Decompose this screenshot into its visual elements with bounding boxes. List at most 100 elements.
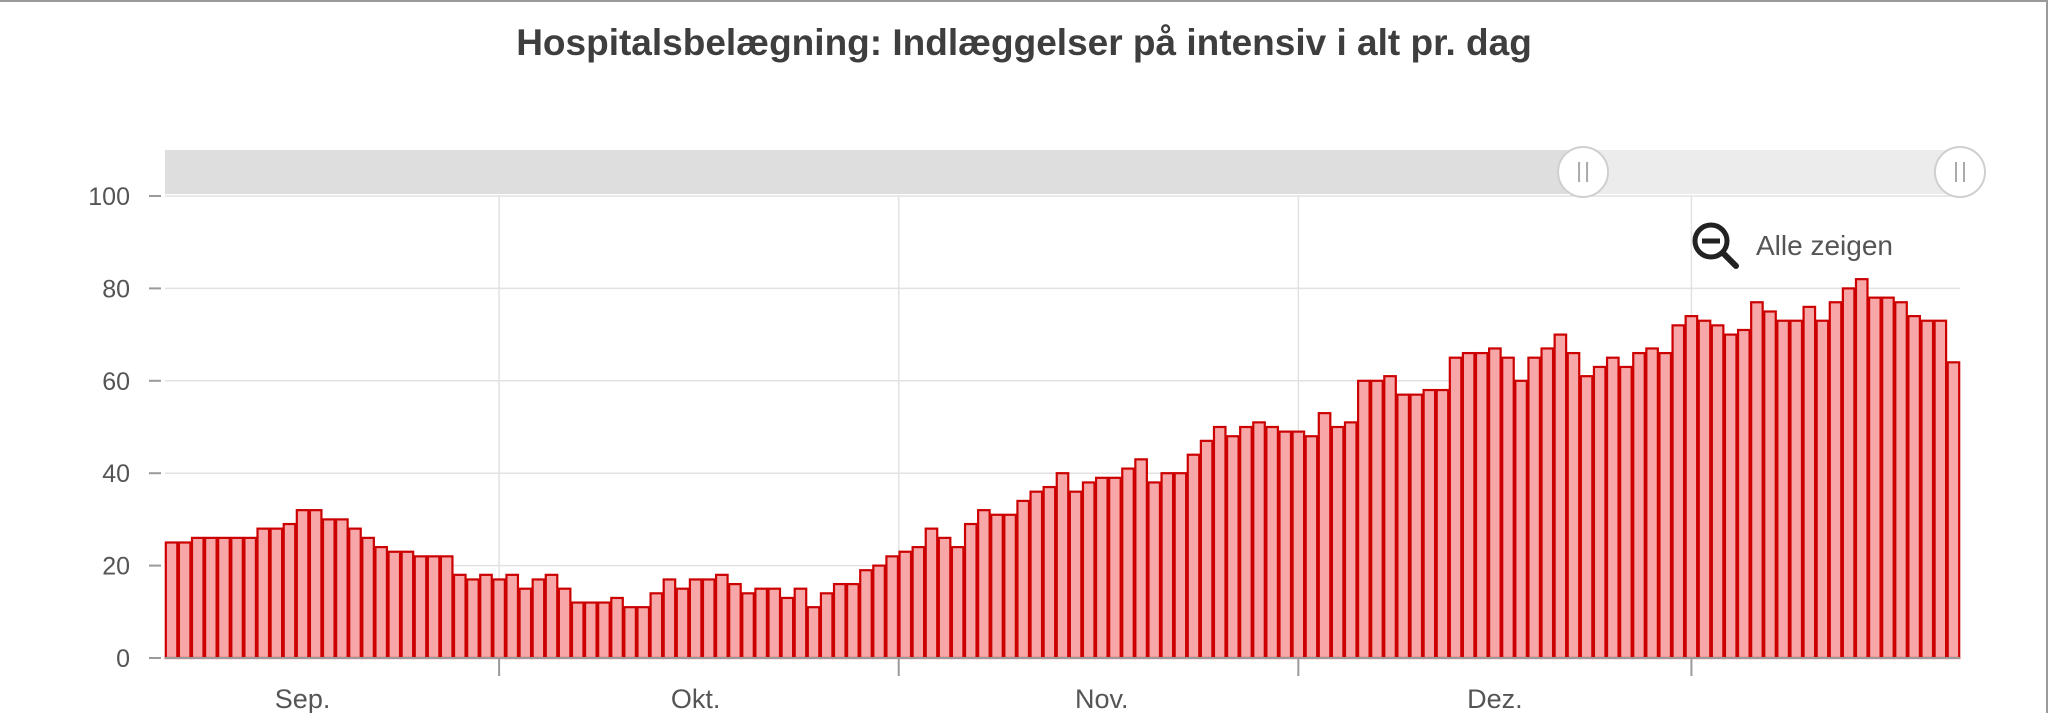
bar-114	[1658, 351, 1673, 660]
bar-124	[1789, 319, 1804, 660]
bar-53	[859, 569, 873, 660]
bar-56	[898, 550, 913, 660]
bar-26	[505, 573, 520, 660]
bar-44	[741, 592, 755, 660]
axes: 0 20 40 60 80 100 Sep. Okt. Nov. Dez.	[88, 183, 1960, 713]
bar-99	[1461, 351, 1476, 660]
navigator-handle-left[interactable]	[1557, 146, 1610, 198]
bar-89	[1330, 425, 1345, 660]
bar-131	[1881, 296, 1895, 660]
bar-94	[1396, 393, 1411, 660]
navigator-handle-right[interactable]	[1934, 146, 1986, 198]
bar-92	[1370, 379, 1384, 660]
navigator-handle-right-knob[interactable]	[1934, 146, 1986, 198]
bar-111	[1619, 365, 1633, 660]
bar-58	[924, 527, 939, 660]
y-tick-label-2: 40	[102, 460, 130, 488]
bar-98	[1448, 356, 1463, 660]
y-tick-label-0: 0	[116, 645, 130, 673]
x-tick-label-3: Dez.	[1467, 684, 1523, 713]
bar-5	[230, 536, 244, 660]
y-tick-label-5: 100	[88, 183, 130, 211]
bar-42	[714, 573, 729, 660]
bar-16	[374, 546, 389, 660]
bar-115	[1671, 324, 1686, 660]
bar-46	[767, 587, 782, 660]
bar-10	[295, 509, 310, 660]
bar-91	[1356, 379, 1371, 660]
bar-97	[1435, 388, 1450, 660]
bar-65	[1016, 499, 1031, 660]
bar-81	[1225, 435, 1240, 660]
bar-109	[1592, 365, 1607, 660]
zoom-out-icon	[1692, 222, 1739, 269]
bar-136	[1946, 361, 1961, 660]
zoom-reset-button[interactable]: Alle zeigen	[1690, 220, 1893, 272]
bar-2	[190, 536, 205, 660]
bar-110	[1605, 356, 1620, 660]
bar-86	[1291, 430, 1306, 660]
bar-80	[1212, 425, 1227, 660]
bar-6	[243, 536, 258, 660]
bar-122	[1763, 310, 1777, 660]
bar-28	[531, 578, 546, 660]
bar-21	[439, 555, 454, 660]
bar-134	[1920, 319, 1935, 660]
bar-43	[728, 582, 742, 660]
bar-38	[662, 578, 677, 660]
bar-88	[1317, 412, 1332, 660]
bar-71	[1094, 476, 1109, 660]
bar-34	[610, 596, 624, 660]
bar-20	[426, 555, 441, 660]
bar-41	[701, 578, 716, 660]
bar-77	[1173, 472, 1188, 660]
bar-73	[1121, 467, 1135, 660]
bar-49	[806, 606, 821, 660]
range-navigator[interactable]	[165, 146, 1986, 198]
bar-90	[1343, 421, 1358, 660]
bar-126	[1815, 319, 1830, 660]
bar-116	[1684, 315, 1699, 660]
bar-15	[361, 536, 375, 660]
bar-95	[1409, 393, 1424, 660]
bar-12	[321, 518, 336, 660]
bar-45	[754, 587, 769, 660]
bar-102	[1501, 356, 1515, 660]
bar-127	[1828, 301, 1843, 660]
y-tick-label-4: 80	[102, 275, 130, 303]
bar-35	[623, 606, 637, 660]
bar-75	[1147, 481, 1162, 660]
bar-74	[1134, 458, 1148, 660]
bar-83	[1252, 421, 1266, 660]
bar-8	[269, 527, 284, 660]
bar-55	[885, 555, 900, 660]
bar-31	[570, 601, 585, 660]
bar-112	[1632, 351, 1646, 660]
bar-57	[911, 546, 926, 660]
bar-61	[963, 522, 978, 660]
bar-9	[282, 522, 297, 660]
bar-117	[1697, 319, 1712, 660]
bar-105	[1540, 347, 1555, 660]
bar-129	[1854, 278, 1869, 660]
bar-14	[348, 527, 362, 660]
bar-24	[479, 573, 493, 660]
bar-23	[466, 578, 480, 660]
chart-title: Hospitalsbelægning: Indlæggelser på inte…	[516, 22, 1532, 63]
navigator-handle-left-knob[interactable]	[1557, 146, 1610, 198]
bar-120	[1736, 328, 1751, 660]
bar-132	[1894, 301, 1908, 660]
bar-47	[780, 596, 795, 660]
navigator-selection[interactable]	[1583, 150, 1960, 194]
bar-113	[1645, 347, 1659, 660]
bar-1	[177, 541, 192, 660]
bar-30	[557, 587, 572, 660]
x-tick-label-2: Nov.	[1075, 684, 1129, 713]
x-tick-label-1: Okt.	[671, 684, 721, 713]
bar-84	[1265, 425, 1279, 660]
bar-39	[675, 587, 690, 660]
bar-48	[793, 587, 808, 660]
bar-118	[1710, 324, 1725, 660]
bar-60	[950, 546, 965, 660]
bar-50	[819, 592, 834, 660]
